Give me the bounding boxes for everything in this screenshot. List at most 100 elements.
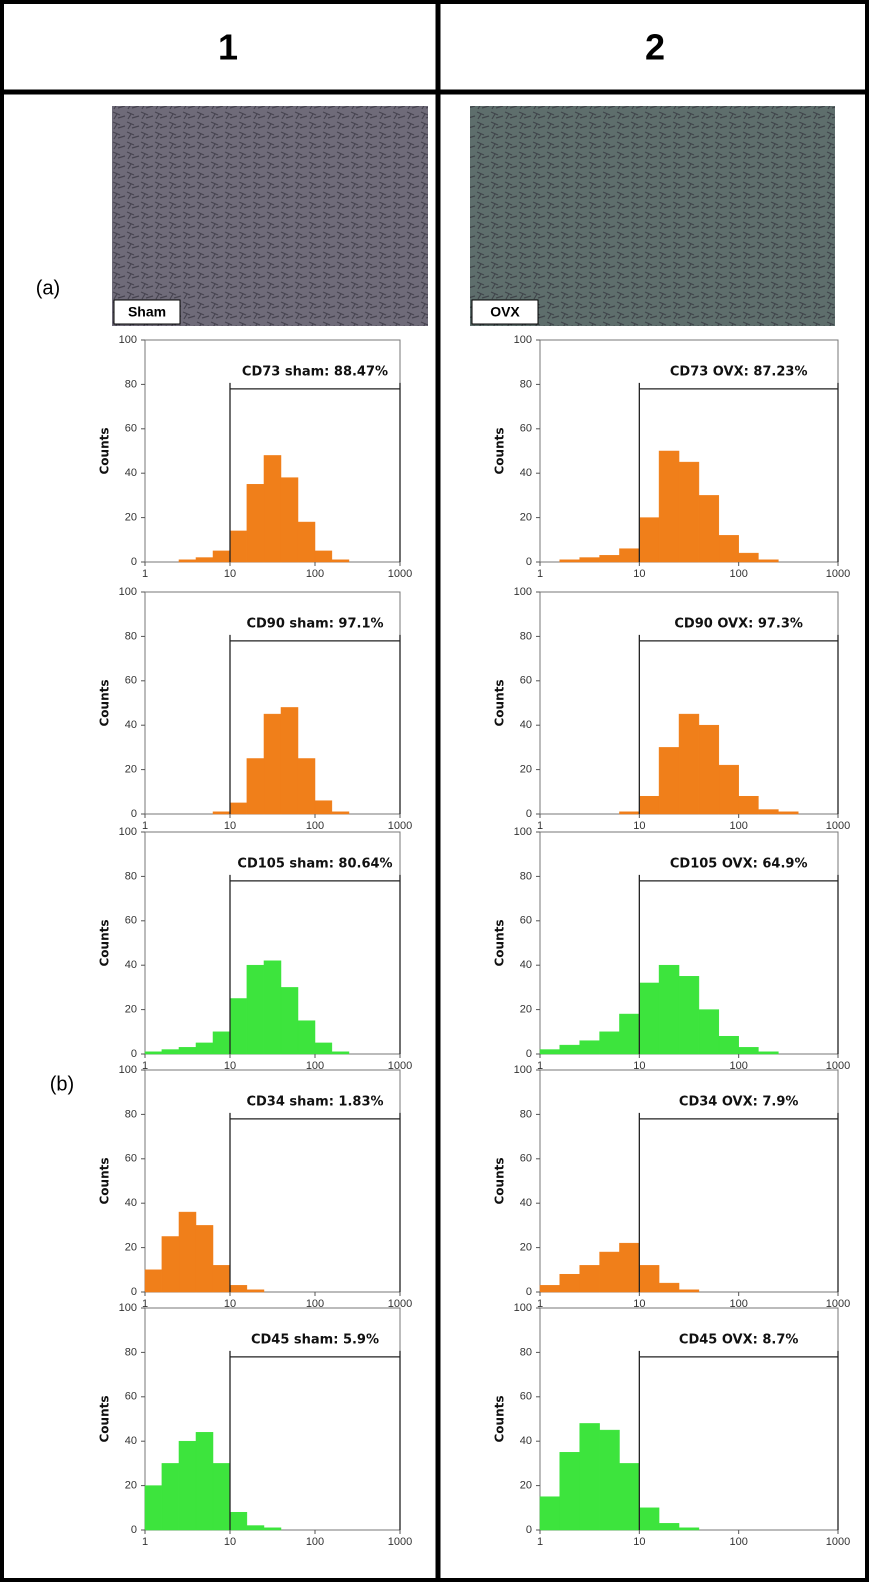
y-tick-label: 100 — [119, 826, 137, 838]
x-tick-label: 10 — [224, 820, 236, 832]
histogram-bar — [212, 811, 231, 815]
y-tick-label: 100 — [119, 586, 137, 598]
histogram-bar — [619, 1463, 640, 1531]
histogram-bar — [718, 1035, 739, 1055]
y-tick-label: 60 — [125, 915, 137, 927]
histogram-bar — [280, 987, 299, 1055]
gate-annotation: CD45 OVX: 8.7% — [679, 1332, 799, 1347]
y-tick-label: 80 — [520, 630, 532, 642]
x-tick-label: 100 — [306, 820, 324, 832]
y-tick-label: 20 — [125, 1004, 137, 1016]
y-tick-label: 0 — [131, 556, 137, 568]
x-tick-label: 10 — [633, 1298, 645, 1310]
histogram-bar — [639, 1265, 660, 1293]
y-axis-label: Counts — [98, 679, 112, 726]
histogram-bar — [658, 747, 680, 815]
y-tick-label: 0 — [131, 1048, 137, 1060]
y-tick-label: 40 — [125, 1435, 137, 1447]
image-label: OVX — [490, 304, 520, 320]
histogram-bar — [698, 1009, 720, 1055]
histogram-bar — [758, 809, 779, 815]
y-tick-label: 20 — [520, 1004, 532, 1016]
y-tick-label: 80 — [520, 870, 532, 882]
x-tick-label: 1 — [537, 820, 543, 832]
y-tick-label: 20 — [520, 1242, 532, 1254]
histogram-bar — [559, 1044, 580, 1055]
histogram-bar — [178, 559, 197, 563]
x-tick-label: 100 — [306, 1536, 324, 1548]
histogram-bar — [331, 559, 350, 563]
image-label: Sham — [128, 304, 166, 320]
y-axis-label: Counts — [493, 1395, 507, 1442]
histogram-bar — [639, 795, 660, 815]
y-tick-label: 0 — [526, 556, 532, 568]
histogram-bar — [331, 1051, 350, 1055]
y-tick-label: 100 — [119, 1302, 137, 1314]
histogram-bar — [559, 1273, 580, 1293]
x-tick-label: 1000 — [826, 568, 850, 580]
histogram-bar — [246, 1289, 265, 1293]
histogram-bar — [579, 1265, 600, 1293]
histogram-bar — [229, 530, 248, 563]
y-tick-label: 80 — [125, 378, 137, 390]
y-tick-label: 80 — [125, 1346, 137, 1358]
histogram-bar — [539, 1285, 560, 1293]
y-tick-label: 60 — [125, 1391, 137, 1403]
histogram-bar — [698, 724, 720, 815]
histogram-bar — [229, 802, 248, 815]
x-tick-label: 10 — [633, 568, 645, 580]
histogram-bar — [658, 450, 680, 563]
y-axis-label: Counts — [98, 427, 112, 474]
column-header: 1 — [218, 27, 238, 68]
y-tick-label: 100 — [514, 334, 532, 346]
x-tick-label: 100 — [729, 1060, 747, 1072]
gate-annotation: CD90 sham: 97.1% — [246, 616, 383, 631]
x-tick-label: 1000 — [826, 1298, 850, 1310]
y-tick-label: 40 — [125, 959, 137, 971]
y-tick-label: 0 — [526, 1048, 532, 1060]
x-tick-label: 10 — [633, 820, 645, 832]
histogram-bar — [599, 1251, 620, 1293]
image-label-box — [113, 299, 181, 325]
x-tick-label: 1000 — [388, 820, 412, 832]
histogram-bar — [195, 1225, 214, 1293]
histogram-bar — [539, 1496, 560, 1531]
y-tick-label: 60 — [520, 1153, 532, 1165]
histogram-bar — [559, 559, 580, 563]
histogram-bar — [229, 1511, 248, 1531]
histogram-bar — [619, 811, 640, 815]
y-tick-label: 40 — [520, 467, 532, 479]
histogram-bar — [678, 976, 700, 1055]
x-tick-label: 10 — [224, 1060, 236, 1072]
y-tick-label: 80 — [125, 1108, 137, 1120]
histogram-bar — [579, 1423, 600, 1531]
histogram-bar — [718, 535, 739, 563]
histogram-bar — [178, 1047, 197, 1055]
histogram-bar — [314, 1042, 333, 1055]
histogram-bar — [698, 495, 720, 563]
y-tick-label: 40 — [520, 1197, 532, 1209]
y-tick-label: 100 — [514, 826, 532, 838]
x-tick-label: 1000 — [388, 1298, 412, 1310]
y-tick-label: 0 — [526, 808, 532, 820]
x-tick-label: 10 — [224, 1536, 236, 1548]
y-tick-label: 40 — [125, 1197, 137, 1209]
histogram-bar — [246, 1525, 265, 1531]
histogram-bar — [314, 550, 333, 563]
histogram-bar — [314, 800, 333, 815]
y-tick-label: 40 — [125, 467, 137, 479]
histogram-bar — [212, 1031, 231, 1055]
x-tick-label: 100 — [729, 820, 747, 832]
y-tick-label: 100 — [119, 334, 137, 346]
histogram-bar — [229, 1285, 248, 1293]
y-tick-label: 60 — [125, 675, 137, 687]
x-tick-label: 1 — [142, 1298, 148, 1310]
histogram-bar — [161, 1049, 180, 1055]
histogram-bar — [229, 998, 248, 1055]
x-tick-label: 1 — [142, 820, 148, 832]
histogram-bar — [579, 1040, 600, 1055]
x-tick-label: 1 — [142, 568, 148, 580]
histogram-bar — [144, 1269, 163, 1293]
x-tick-label: 100 — [729, 1298, 747, 1310]
x-tick-label: 100 — [306, 1298, 324, 1310]
